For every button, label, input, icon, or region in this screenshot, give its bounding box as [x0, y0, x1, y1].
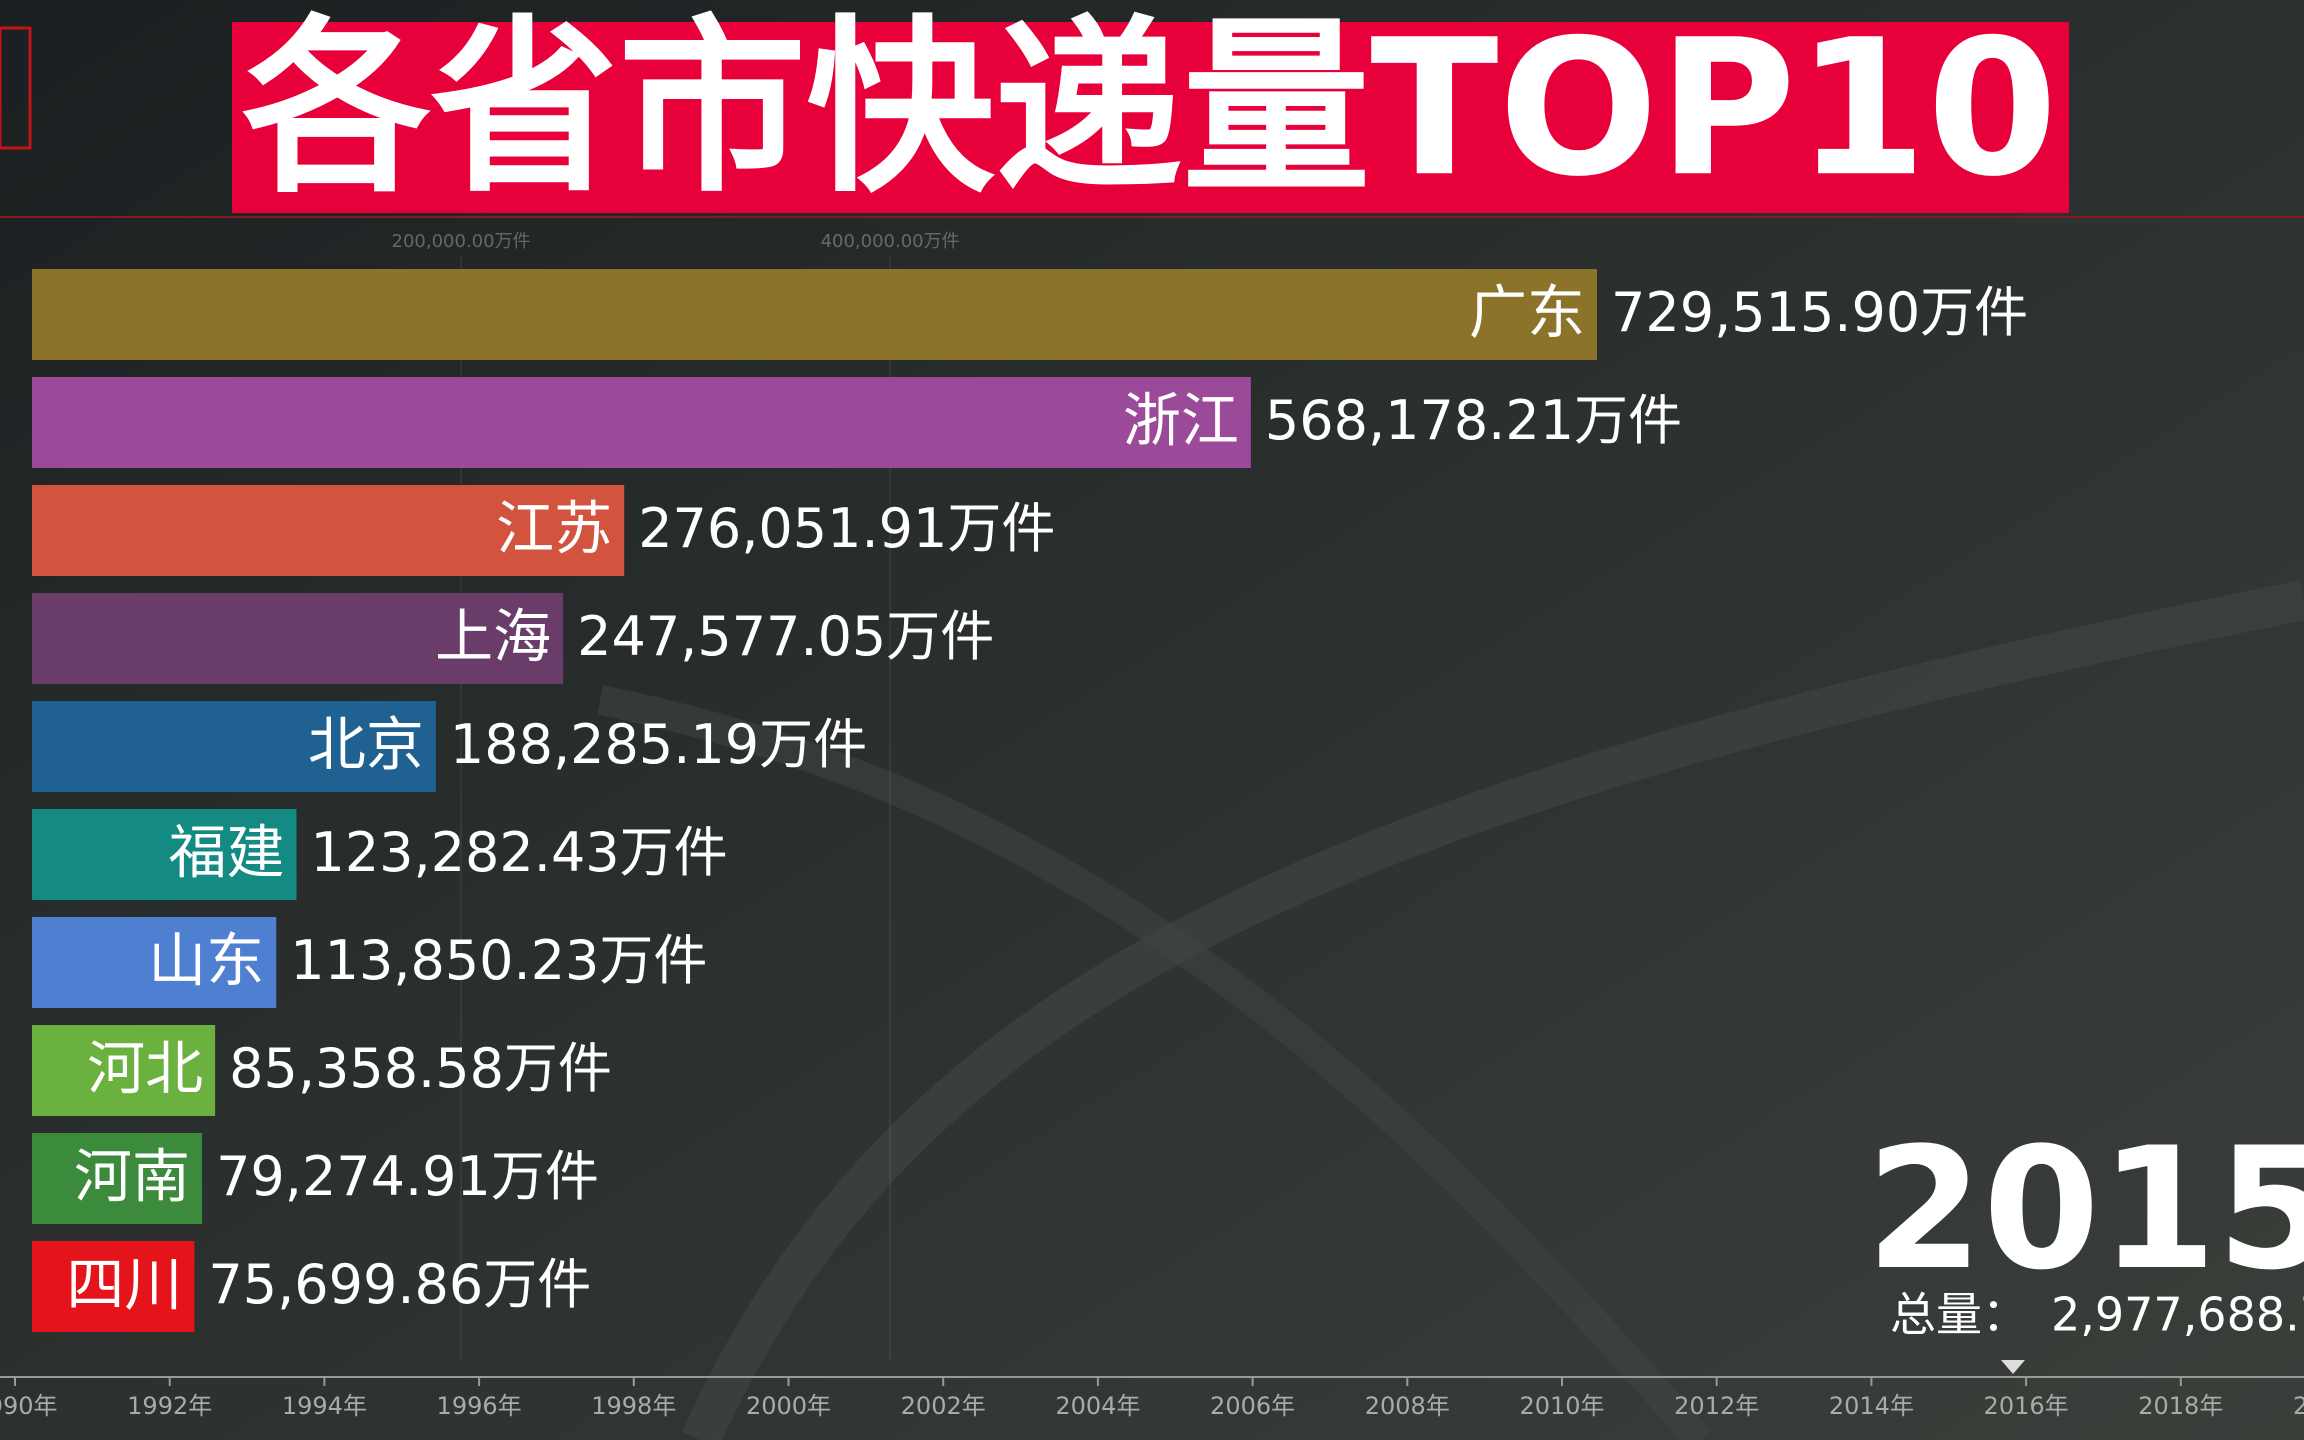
- bar: [32, 377, 1251, 468]
- bar-category-label: 福建: [168, 819, 284, 887]
- road-shape: [597, 685, 1712, 1440]
- bar-category-label: 河北: [87, 1035, 203, 1103]
- timeline-label: 2008年: [1365, 1392, 1450, 1420]
- bar-category-label: 河南: [74, 1143, 190, 1211]
- timeline-label: 1994年: [282, 1392, 367, 1420]
- bar-category-label: 山东: [148, 927, 264, 995]
- year-label: 2015年: [1866, 1111, 2304, 1307]
- bar-value-label: 188,285.19万件: [450, 713, 867, 776]
- timeline-label: 1990年: [0, 1392, 58, 1420]
- bar-value-label: 276,051.91万件: [638, 497, 1055, 560]
- bar: [32, 917, 277, 1008]
- timeline-label: 2000年: [746, 1392, 831, 1420]
- bar-value-label: 568,178.21万件: [1265, 389, 1682, 452]
- timeline-label: 1996年: [437, 1392, 522, 1420]
- bar-value-label: 79,274.91万件: [216, 1145, 599, 1208]
- bar: [32, 269, 1597, 360]
- title-box: [232, 22, 2069, 213]
- bar-value-label: 85,358.58万件: [229, 1037, 612, 1100]
- timeline-label: 2004年: [1055, 1392, 1140, 1420]
- x-tick-label: 400,000.00万件: [821, 231, 960, 252]
- timeline-label: 2002年: [901, 1392, 986, 1420]
- road-shape: [681, 580, 2304, 1440]
- timeline-label: 2012年: [1674, 1392, 1759, 1420]
- bar: [32, 1133, 203, 1224]
- logo-seal: [0, 26, 32, 150]
- bar-category-label: 广东: [1469, 279, 1585, 347]
- total-label: 总量：: [1890, 1288, 2028, 1342]
- bar: [32, 701, 436, 792]
- timeline-label: 2006年: [1210, 1392, 1295, 1420]
- total-value: 2,977,688.74万件: [2051, 1288, 2304, 1342]
- timeline-pointer: [2001, 1360, 2025, 1374]
- bar-value-label: 113,850.23万件: [290, 929, 707, 992]
- bar-category-label: 浙江: [1123, 387, 1239, 455]
- bar-value-label: 123,282.43万件: [310, 821, 727, 884]
- bar-value-label: 729,515.90万件: [1611, 281, 2028, 344]
- bar-category-label: 江苏: [496, 495, 612, 563]
- timeline-label: 1998年: [591, 1392, 676, 1420]
- bar-value-label: 75,699.86万件: [208, 1253, 591, 1316]
- bar: [32, 1025, 216, 1116]
- timeline-label: 2018年: [2138, 1392, 2223, 1420]
- timeline-label: 2016年: [1984, 1392, 2069, 1420]
- bar: [32, 593, 564, 684]
- bar-category-label: 四川: [66, 1251, 182, 1319]
- timeline-label: 2014年: [1829, 1392, 1914, 1420]
- bar: [32, 809, 297, 900]
- bar-value-label: 247,577.05万件: [577, 605, 994, 668]
- timeline-label: 2010年: [1519, 1392, 1604, 1420]
- bar: [32, 1241, 195, 1332]
- timeline-label: 2020年: [2293, 1392, 2304, 1420]
- timeline-label: 1992年: [127, 1392, 212, 1420]
- chart-title: 各省市快递量TOP10: [242, 0, 2057, 218]
- bar: [32, 485, 625, 576]
- bar-category-label: 上海: [435, 603, 551, 671]
- bar-category-label: 北京: [308, 711, 424, 779]
- x-tick-label: 200,000.00万件: [392, 231, 531, 252]
